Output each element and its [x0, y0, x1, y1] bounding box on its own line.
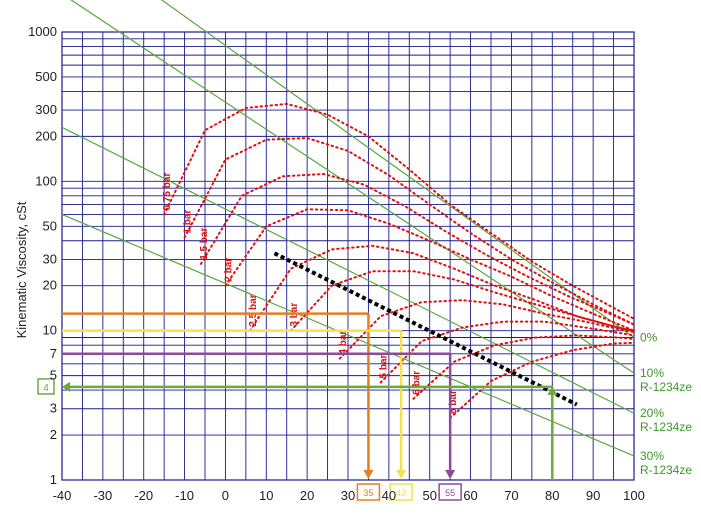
annotation-arrowhead — [62, 381, 70, 392]
y-tick-label: 300 — [35, 102, 57, 117]
annotation-box — [37, 378, 55, 395]
annotation-arrowhead — [396, 470, 407, 479]
pressure-curve — [224, 208, 635, 332]
pressure-curve — [289, 270, 635, 332]
concentration-line — [61, 213, 635, 457]
x-tick-label: -20 — [134, 488, 153, 503]
pressure-curve — [199, 172, 635, 326]
concentration-line — [160, 0, 635, 338]
x-tick-label: 50 — [422, 488, 436, 503]
dashed-line — [273, 251, 578, 407]
y-tick-label: 20 — [43, 278, 57, 293]
x-tick-label: 100 — [623, 488, 645, 503]
x-tick-label: 90 — [586, 488, 600, 503]
pressure-curve-label: 5 bar — [379, 354, 390, 378]
y-tick-label: 5 — [50, 368, 57, 383]
x-tick-label: 30 — [341, 488, 355, 503]
annotation-arrowhead — [547, 386, 558, 395]
x-tick-label: 10 — [259, 488, 273, 503]
annotation-box — [356, 483, 381, 501]
concentration-label: 30% R-1234ze — [640, 449, 692, 477]
annotation-label: 4 — [43, 383, 49, 394]
x-tick-label: 40 — [382, 488, 396, 503]
y-tick-label: 1000 — [28, 24, 57, 39]
pressure-curve-label: 2.5 bar — [248, 294, 259, 326]
annotation-arrowhead — [445, 470, 456, 479]
annotation-box — [438, 483, 462, 501]
concentration-label: 0% — [640, 330, 658, 344]
y-tick-label: 1 — [50, 472, 57, 487]
y-tick-label: 50 — [43, 218, 57, 233]
y-tick-label: 200 — [35, 128, 57, 143]
y-axis-ticks: 1000 500 300 200 100 50 30 20 10 7 5 3 2 1 — [28, 24, 57, 487]
x-axis-ticks: -40 -30 -20 -10 0 10 20 30 40 50 60 70 80 90 100 — [53, 488, 645, 503]
y-tick-label: 500 — [35, 69, 57, 84]
pressure-curve-label: 1 bar — [183, 210, 194, 234]
y-tick-label: 100 — [35, 173, 57, 188]
annotation-box — [389, 483, 413, 501]
x-tick-label: 80 — [545, 488, 559, 503]
pressure-curve-label: 1.5 bar — [199, 228, 210, 260]
concentration-label: 10% R-1234ze — [640, 366, 692, 394]
annotation-label: 35 — [363, 488, 373, 498]
y-tick-label: 3 — [50, 401, 57, 416]
y-tick-label: 7 — [50, 346, 57, 361]
pressure-curve — [338, 299, 635, 360]
x-tick-label: -30 — [93, 488, 112, 503]
x-tick-label: 70 — [504, 488, 518, 503]
pressure-curve-label: 2 bar — [223, 258, 234, 282]
concentration-line — [61, 126, 635, 414]
x-tick-label: 0 — [222, 488, 229, 503]
annotation-label: 43 — [396, 488, 406, 498]
pressure-curve-label: 4 bar — [338, 331, 349, 355]
pressure-curve — [163, 102, 635, 320]
y-tick-label: 30 — [43, 251, 57, 266]
annotation-arrowhead — [363, 470, 374, 479]
concentration-label-line: 30% — [640, 449, 664, 463]
concentration-label-line: 0% — [640, 330, 658, 344]
concentration-label: 20% R-1234ze — [640, 406, 692, 434]
operating-line — [273, 251, 578, 407]
x-tick-label: -10 — [175, 488, 194, 503]
pressure-curve — [248, 244, 635, 332]
x-tick-label: -40 — [53, 488, 72, 503]
y-axis-label: Kinematic Viscosity, cSt — [14, 201, 29, 338]
concentration-line — [70, 0, 635, 374]
pressure-curve — [379, 320, 635, 384]
grid — [61, 31, 635, 481]
pressure-curve-label: 8 bar — [448, 390, 459, 414]
pressure-curve-label: 6 bar — [411, 371, 422, 395]
pressure-curve-label: 0.75 bar — [162, 173, 173, 211]
annotation-label: 55 — [445, 488, 455, 498]
concentration-label-line: 10% — [640, 366, 664, 380]
concentration-label-line: R-1234ze — [640, 463, 692, 477]
y-tick-label: 10 — [43, 323, 57, 338]
concentration-label-line: 20% — [640, 406, 664, 420]
x-tick-label: 60 — [463, 488, 477, 503]
pressure-curve — [412, 334, 635, 400]
concentration-label-line: R-1234ze — [640, 420, 692, 434]
pressure-curve — [183, 136, 635, 326]
concentration-label-line: R-1234ze — [640, 380, 692, 394]
x-tick-label: 20 — [300, 488, 314, 503]
annotations: 35 43 554 — [37, 312, 558, 501]
y-tick-label: 2 — [50, 427, 57, 442]
